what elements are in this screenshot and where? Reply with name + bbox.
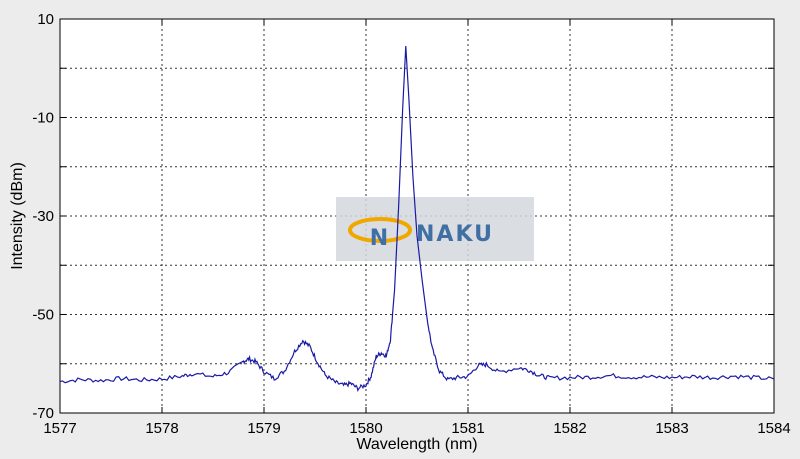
watermark-text: NAKU xyxy=(416,222,494,247)
x-tick-label: 1584 xyxy=(757,420,790,437)
x-tick-label: 1582 xyxy=(553,420,586,437)
y-tick-label: 10 xyxy=(37,11,54,28)
y-tick-label: -10 xyxy=(32,110,54,127)
y-tick-labels: 10 -10 -30 -50 -70 xyxy=(32,11,54,422)
y-axis-label: Intensity (dBm) xyxy=(9,162,26,270)
x-tick-label: 1583 xyxy=(655,420,688,437)
x-tick-label: 1581 xyxy=(451,420,484,437)
watermark-box xyxy=(336,197,534,261)
x-tick-label: 1579 xyxy=(247,420,280,437)
watermark-logo-letter: N xyxy=(370,226,390,251)
y-tick-label: -50 xyxy=(32,307,54,324)
y-tick-label: -30 xyxy=(32,208,54,225)
x-axis-label: Wavelength (nm) xyxy=(356,436,477,453)
x-tick-labels: 1577 1578 1579 1580 1581 1582 1583 1584 xyxy=(43,420,790,437)
y-tick-label: -70 xyxy=(32,405,54,422)
watermark-swoosh-icon xyxy=(348,217,412,243)
watermark: N NAKU xyxy=(336,197,534,261)
x-tick-label: 1577 xyxy=(43,420,76,437)
x-tick-label: 1580 xyxy=(349,420,382,437)
axis-ticks xyxy=(59,18,775,414)
x-tick-label: 1578 xyxy=(145,420,178,437)
series-line xyxy=(59,46,775,392)
